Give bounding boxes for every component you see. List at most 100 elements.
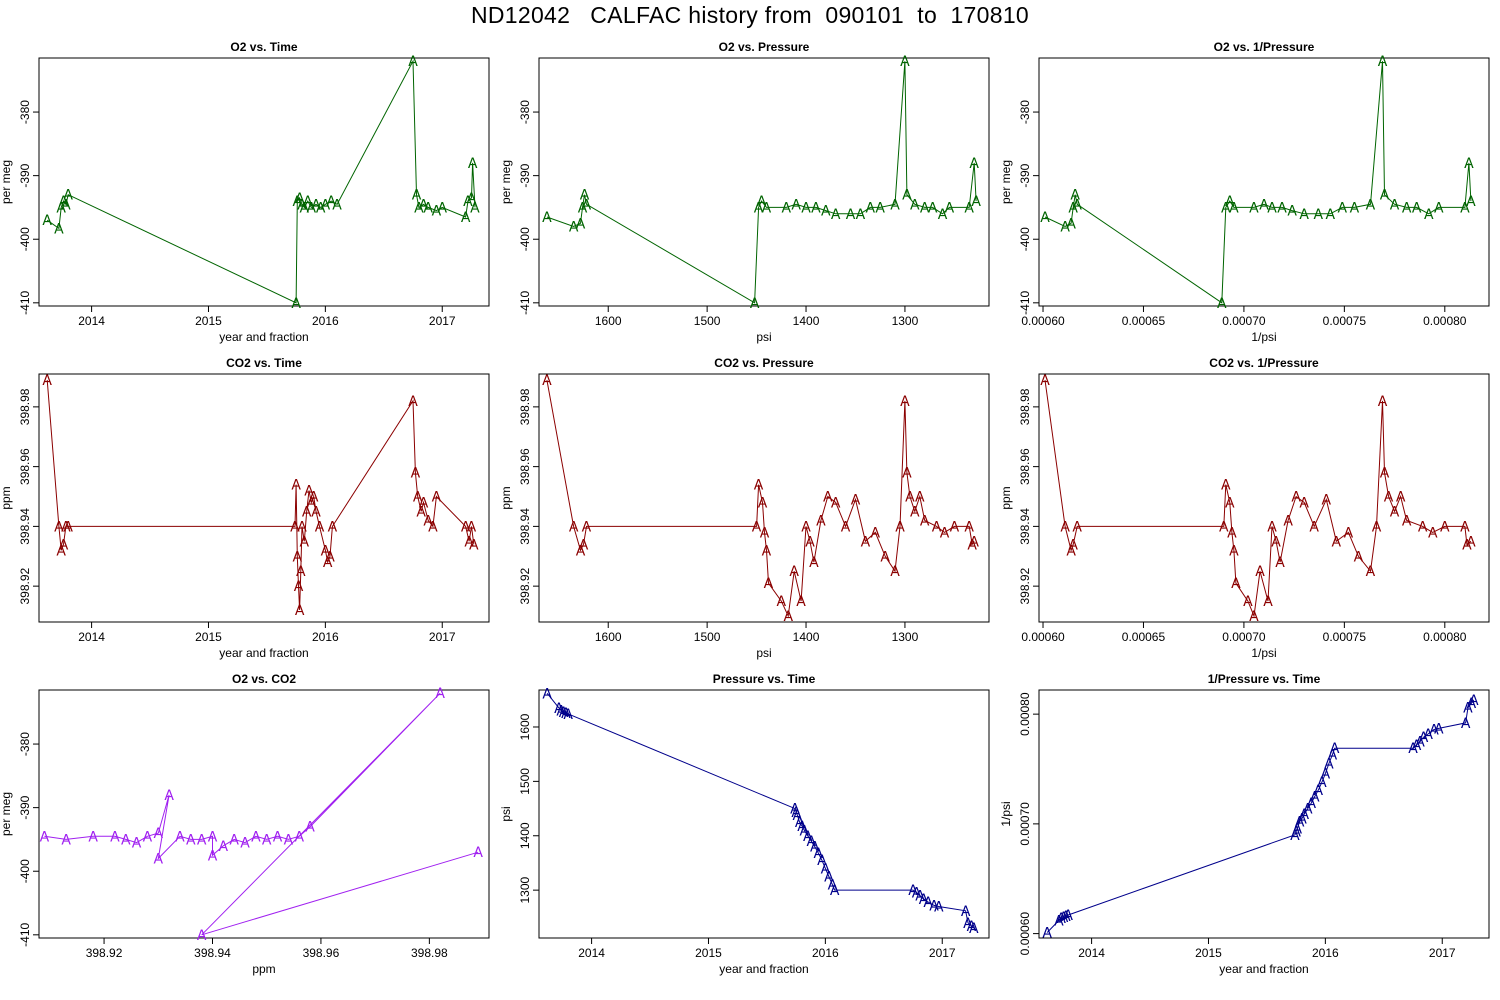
data-point-marker: A [54,519,64,535]
data-point-marker: A [295,191,305,207]
x-tick-label: 0.00070 [1222,314,1266,328]
y-tick-label: -390 [18,163,32,187]
x-axis-label: psi [756,330,771,344]
data-point-marker: A [295,603,305,619]
data-point-marker: A [1068,537,1078,553]
x-tick-label: 2017 [429,630,456,644]
x-tick-label: 2016 [812,946,839,960]
y-tick-label: 398.92 [1018,567,1032,604]
data-point-marker: A [1060,220,1070,236]
data-point-marker: A [754,478,764,494]
y-axis-label: ppm [499,486,513,509]
data-point-marker: A [1070,188,1080,204]
y-axis-label: per meg [0,160,13,204]
data-point-marker: A [1313,207,1323,223]
data-point-marker: A [764,576,774,592]
data-point-marker: A [912,885,922,901]
data-point-marker: A [915,490,925,506]
data-point-marker: A [316,200,326,216]
data-point-marker: A [1354,549,1364,565]
data-point-marker: A [900,54,910,70]
x-tick-label: 2015 [195,314,222,328]
data-point-marker: A [40,829,50,845]
y-tick-label: 1600 [518,713,532,740]
data-point-marker: A [1378,394,1388,410]
x-tick-label: 0.00080 [1423,630,1467,644]
chart-title: CO2 vs. 1/Pressure [1209,356,1319,370]
data-point-marker: A [132,836,142,852]
plot-frame [1038,373,1490,623]
data-point-marker: A [895,519,905,535]
data-point-marker: A [823,490,833,506]
data-point-marker: A [326,194,336,210]
data-point-marker: A [1060,519,1070,535]
data-point-marker: A [1243,594,1253,610]
chart-title: O2 vs. 1/Pressure [1214,40,1315,54]
data-point-marker: A [1068,200,1078,216]
x-tick-label: 2016 [1312,946,1339,960]
data-point-marker: A [910,197,920,213]
y-tick-label: 398.96 [1018,448,1032,485]
series-line [1044,61,1472,304]
data-point-marker: A [919,892,929,908]
data-point-marker: A [56,200,66,216]
chart-panel-co2-vs-pressure: CO2 vs. Pressure 1600 1500 1400 1300 398.92 39… [499,350,1000,666]
data-point-marker: A [1390,504,1400,520]
x-tick-label: 1600 [595,314,622,328]
data-point-marker: A [964,200,974,216]
data-point-marker: A [969,921,979,937]
y-tick-label: -400 [18,859,32,883]
data-point-marker: A [1277,200,1287,216]
plot-frame [538,57,990,307]
data-point-marker: A [579,537,589,553]
data-point-marker: A [1434,200,1444,216]
data-point-marker: A [1429,723,1439,739]
data-point-marker: A [325,549,335,565]
data-point-marker: A [121,832,131,848]
data-point-marker: A [824,870,834,886]
data-point-marker: A [1056,911,1066,927]
data-point-marker: A [419,495,429,511]
data-point-marker: A [1290,828,1300,844]
data-point-marker: A [1293,821,1303,837]
data-point-marker: A [186,832,196,848]
data-point-marker: A [793,808,803,824]
data-point-marker: A [273,829,283,845]
data-point-marker: A [63,519,73,535]
data-point-marker: A [464,534,474,550]
data-point-marker: A [1297,811,1307,827]
data-point-marker: A [294,829,304,845]
data-point-marker: A [1299,207,1309,223]
data-point-marker: A [467,519,477,535]
data-point-marker: A [1229,200,1239,216]
x-tick-label: 398.98 [411,946,448,960]
data-point-marker: A [797,819,807,835]
data-point-marker: A [967,919,977,935]
x-tick-label: 0.00080 [1423,314,1467,328]
data-point-marker: A [841,519,851,535]
data-point-marker: A [1217,296,1227,312]
series-line [546,61,977,304]
data-point-marker: A [920,200,930,216]
data-point-marker: A [809,555,819,571]
data-point-marker: A [580,188,590,204]
data-point-marker: A [1309,519,1319,535]
data-point-marker: A [1332,534,1342,550]
data-point-marker: A [1440,519,1450,535]
data-point-marker: A [1072,197,1082,213]
data-point-marker: A [910,504,920,520]
data-point-marker: A [811,200,821,216]
data-point-marker: A [964,519,974,535]
data-point-marker: A [1295,815,1305,831]
chart-panel-inverse-pressure-vs-time: 1/Pressure vs. Time 2014 2015 2016 2017 0.000… [999,666,1500,982]
chart-svg: CO2 vs. Pressure 1600 1500 1400 1300 398.92 39… [499,356,990,660]
data-point-marker: A [1466,194,1476,210]
chart-title: CO2 vs. Pressure [714,356,814,370]
y-tick-label: 398.94 [518,508,532,545]
data-point-marker: A [542,686,552,702]
chart-svg: O2 vs. CO2 398.92 398.94 398.96 398.98 -410 -4… [0,672,490,976]
data-point-marker: A [1402,200,1412,216]
data-point-marker: A [1330,741,1340,757]
data-point-marker: A [197,832,207,848]
y-axis-label: ppm [0,486,13,509]
